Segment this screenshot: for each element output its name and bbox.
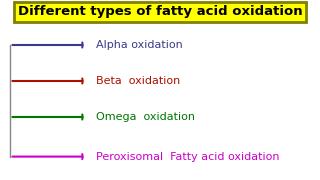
Text: Peroxisomal  Fatty acid oxidation: Peroxisomal Fatty acid oxidation [96, 152, 279, 162]
Text: Alpha oxidation: Alpha oxidation [96, 40, 183, 50]
Text: Omega  oxidation: Omega oxidation [96, 112, 195, 122]
Text: Beta  oxidation: Beta oxidation [96, 76, 180, 86]
Text: Different types of fatty acid oxidation: Different types of fatty acid oxidation [18, 5, 302, 18]
